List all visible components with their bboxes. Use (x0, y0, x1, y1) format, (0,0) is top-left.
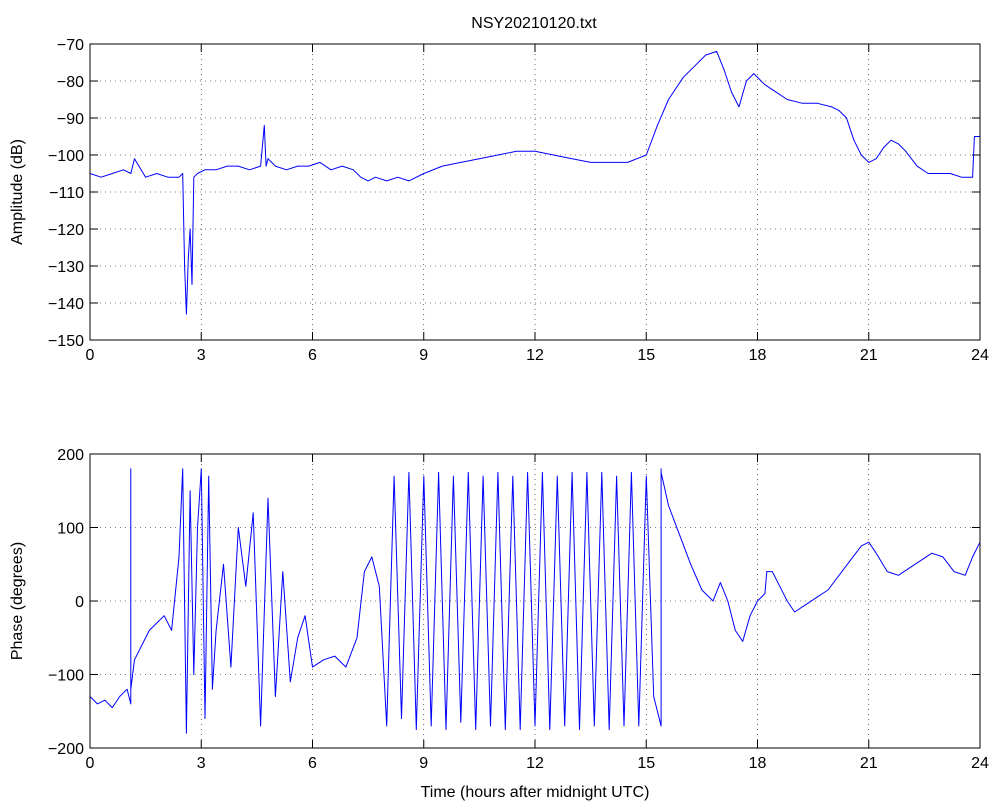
amplitude-y-tick-label: −150 (48, 333, 84, 350)
amplitude-y-tick-label: −140 (48, 296, 84, 313)
amplitude-y-tick-label: −90 (57, 111, 84, 128)
chart-title: NSY20210120.txt (471, 15, 597, 32)
phase-y-axis-label: Phase (degrees) (9, 542, 26, 660)
amplitude-x-tick-label: 3 (197, 347, 206, 364)
amplitude-x-tick-label: 21 (860, 347, 878, 364)
amplitude-y-tick-label: −70 (57, 37, 84, 54)
phase-x-tick-label: 3 (197, 755, 206, 772)
amplitude-x-tick-label: 12 (526, 347, 544, 364)
amplitude-x-tick-label: 9 (419, 347, 428, 364)
amplitude-grid (90, 44, 980, 340)
phase-frame-border (89, 453, 981, 749)
amplitude-frame-border (89, 43, 981, 341)
amplitude-y-tick-label: −110 (49, 185, 84, 202)
phase-x-tick-label: 0 (86, 755, 95, 772)
phase-y-tick-label: −200 (48, 741, 84, 758)
phase-x-tick-label: 15 (637, 755, 655, 772)
amplitude-y-tick-label: −120 (48, 222, 84, 239)
phase-y-tick-label: −100 (48, 668, 84, 685)
amplitude-y-tick-label: −80 (57, 74, 84, 91)
phase-x-axis-label: Time (hours after midnight UTC) (421, 784, 650, 801)
amplitude-panel: 0 3 6 9 12 15 18 21 24 −150 −140 −130 −120 −110 −100 −9… (9, 37, 989, 364)
phase-x-tick-label: 21 (860, 755, 878, 772)
amplitude-series-line (89, 50, 980, 315)
phase-y-tick-label: 200 (57, 447, 84, 464)
amplitude-y-tick-label: −100 (48, 148, 84, 165)
amplitude-x-tick-label: 6 (308, 347, 317, 364)
amplitude-y-axis-label: Amplitude (dB) (9, 139, 26, 245)
phase-y-tick-label: 100 (57, 521, 84, 538)
phase-grid (90, 454, 980, 748)
amplitude-x-tick-label: 0 (86, 347, 95, 364)
amplitude-x-tick-label: 24 (971, 347, 989, 364)
phase-x-tick-label: 9 (419, 755, 428, 772)
amplitude-x-tick-label: 18 (749, 347, 767, 364)
phase-series-line (89, 468, 981, 734)
amplitude-ticks: 0 3 6 9 12 15 18 21 24 −150 −140 −130 −120 −110 −100 −9… (48, 37, 989, 364)
amplitude-y-tick-label: −130 (48, 259, 84, 276)
phase-x-tick-label: 6 (308, 755, 317, 772)
amplitude-x-tick-label: 15 (637, 347, 655, 364)
phase-x-tick-label: 18 (749, 755, 767, 772)
phase-y-tick-label: 0 (75, 594, 84, 611)
phase-panel: 0 3 6 9 12 15 18 21 24 −200 −100 0 100 200 Phase (deg… (9, 447, 989, 801)
phase-x-tick-label: 12 (526, 755, 544, 772)
phase-x-tick-label: 24 (971, 755, 989, 772)
